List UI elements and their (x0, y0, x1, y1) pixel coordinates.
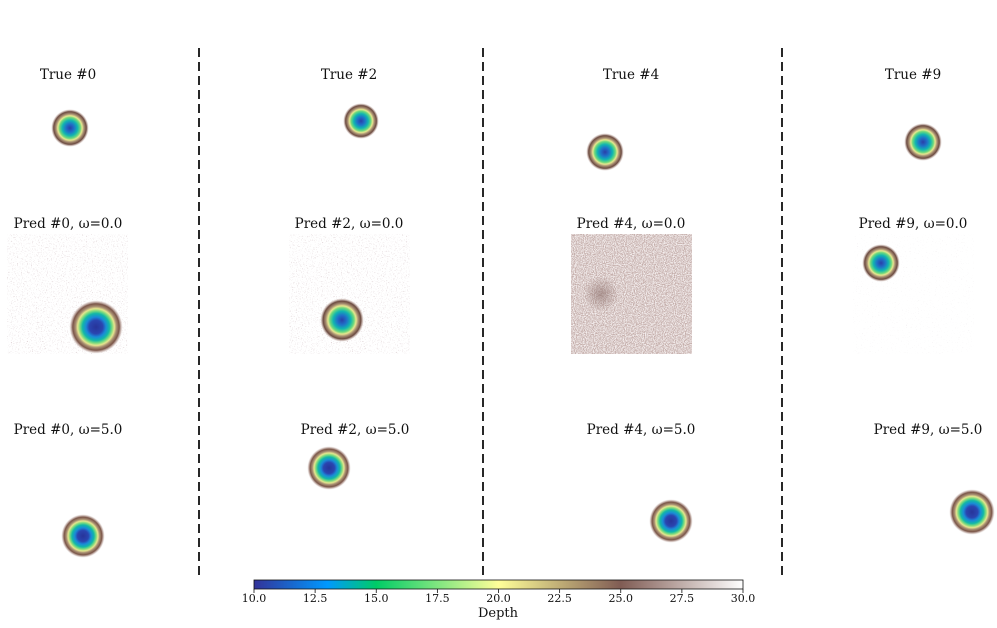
panel-title-true-9: True #9 (884, 67, 942, 83)
panel-title-pred-4-w0: Pred #4, ω=0.0 (576, 216, 686, 232)
panel-title-pred-2-w5: Pred #2, ω=5.0 (300, 422, 410, 438)
true-blob (904, 123, 942, 161)
panel-title-pred-0-w5: Pred #0, ω=5.0 (13, 422, 123, 438)
colorbar-tick-label: 25.0 (608, 592, 634, 605)
colorbar-tick-label: 10.0 (241, 592, 267, 605)
colorbar-tick-label: 22.5 (547, 592, 572, 605)
true-blob (51, 109, 89, 147)
colorbar-tick-label: 27.5 (669, 592, 695, 605)
true-blob (586, 133, 624, 171)
colorbar-tick-label: 20.0 (486, 592, 511, 605)
colorbar (253, 579, 744, 590)
pred-blob (69, 300, 123, 354)
panel-title-pred-0-w0: Pred #0, ω=0.0 (13, 216, 123, 232)
panel-title-pred-2-w0: Pred #2, ω=0.0 (294, 216, 404, 232)
pred-blob (949, 489, 995, 535)
colorbar-label: Depth (477, 606, 519, 621)
colorbar-tick-label: 12.5 (302, 592, 328, 605)
pred-smudge (583, 276, 619, 312)
panel-title-pred-4-w5: Pred #4, ω=5.0 (586, 422, 696, 438)
pred-blob (61, 514, 105, 558)
colorbar-tick-label: 17.5 (425, 592, 450, 605)
true-blob (343, 103, 379, 139)
colorbar-tick-label: 15.0 (364, 592, 389, 605)
panel-title-true-4: True #4 (602, 67, 660, 83)
pred-blob (320, 298, 364, 342)
pred-blob (862, 244, 900, 282)
panel-title-true-0: True #0 (39, 67, 97, 83)
pred-blob (649, 499, 693, 543)
colorbar-tick-label: 30.0 (730, 592, 756, 605)
colorbar-ticks (253, 589, 744, 593)
pred-blob (307, 446, 351, 490)
panel-title-true-2: True #2 (320, 67, 378, 83)
panel-title-pred-9-w5: Pred #9, ω=5.0 (873, 422, 983, 438)
panel-title-pred-9-w0: Pred #9, ω=0.0 (858, 216, 968, 232)
